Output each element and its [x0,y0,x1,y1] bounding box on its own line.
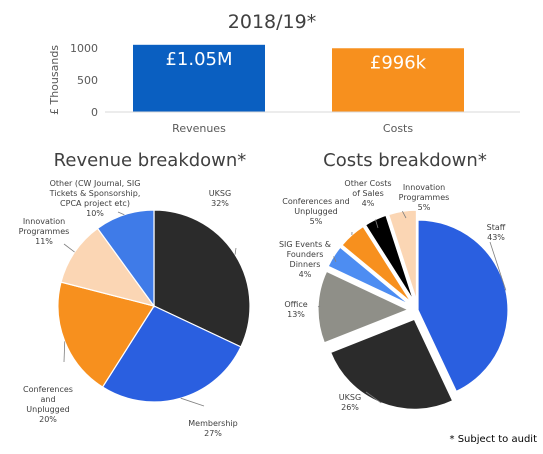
y-tick-label: 1000 [70,42,98,55]
leader-line [181,398,204,406]
leader-line [64,244,75,252]
y-tick-label: 0 [91,106,98,119]
bar-chart-title: 2018/19* [228,11,316,33]
slice-label: Founders [287,250,324,259]
slice-label: CPCA project etc) [60,199,130,208]
slice-percent: 27% [204,429,222,438]
slice-label: Staff [487,223,506,232]
bar-value-label: £996k [370,52,427,73]
slice-label: Dinners [290,260,321,269]
y-tick-label: 500 [77,74,98,87]
slice-label: Other Costs [344,179,391,188]
slice-percent: 4% [299,270,312,279]
slice-label: Programmes [19,227,70,236]
slice-percent: 10% [86,209,104,218]
slice-label: Membership [188,419,237,428]
slice-percent: 26% [341,403,359,412]
footnote: * Subject to audit [450,434,538,445]
leader-line [118,212,124,215]
slice-label: Innovation [403,183,445,192]
slice-percent: 5% [310,217,323,226]
slice-label: UKSG [209,189,231,198]
bars: £1.05M £996k [133,45,464,112]
slice-label: Conferences and [282,197,349,206]
slice-label: Tickets & Sponsorship, [49,189,141,198]
leader-line [64,341,65,362]
y-axis-ticks: 0 500 1000 [70,42,98,119]
x-axis-categories: Revenues Costs [172,122,413,135]
x-category-label: Revenues [172,122,226,135]
slice-percent: 13% [287,310,305,319]
bar-chart: 2018/19* £ Thousands 0 500 1000 £1.05M £996… [48,11,520,135]
costs-pie-title: Costs breakdown* [323,150,487,171]
slice-label: Unplugged [294,207,337,216]
slice-percent: 20% [39,415,57,424]
slice-label: UKSG [339,393,361,402]
slice-percent: 4% [362,199,375,208]
slice-label: and [40,395,55,404]
slice-percent: 11% [35,237,53,246]
slice-label: Programmes [399,193,450,202]
slice-label: Innovation [23,217,65,226]
slice-label: Conferences [23,385,73,394]
slice-percent: 43% [487,233,505,242]
revenue-pie-title: Revenue breakdown* [54,150,247,171]
slice-label: Unplugged [26,405,69,414]
bar-value-label: £1.05M [165,49,232,70]
leader-line [235,248,236,255]
slice-percent: 5% [418,203,431,212]
slice-percent: 32% [211,199,229,208]
slice-label: Office [284,300,307,309]
x-category-label: Costs [383,122,413,135]
slice-label: SIG Events & [279,240,331,249]
y-axis-label: £ Thousands [48,45,61,115]
slice-label: of Sales [352,189,384,198]
slice-label: Other (CW Journal, SIG [50,179,141,188]
